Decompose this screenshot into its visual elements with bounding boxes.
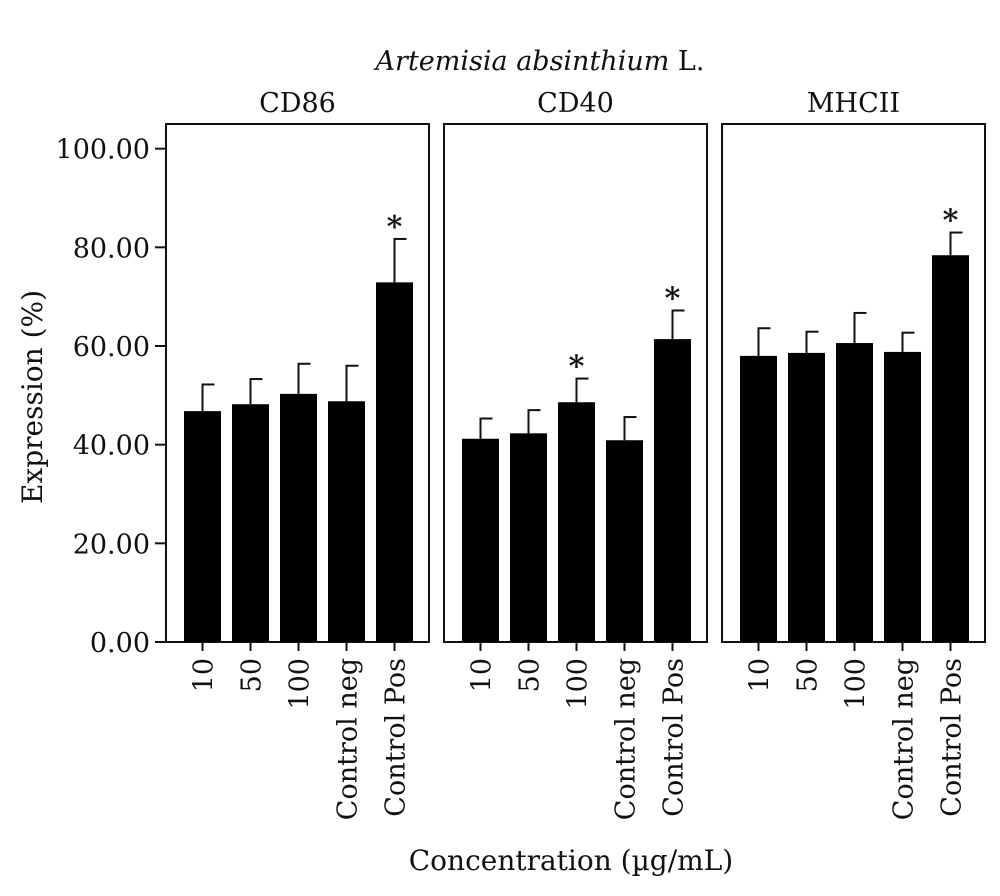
bar (376, 282, 413, 642)
bar (740, 355, 777, 642)
significance-marker: * (387, 210, 403, 245)
bar (462, 438, 499, 642)
y-axis: 0.00 20.00 40.00 60.00 80.00 100.00 (56, 135, 166, 659)
y-tick-label: 40.00 (73, 431, 150, 462)
panel-cd40: CD40 10 50 * 100 Control neg * Control Pos (443, 88, 708, 820)
bar (932, 255, 969, 642)
panels: CD86 10 50 100 Control neg * Control Pos CD40 10… (165, 88, 986, 820)
bar (184, 411, 221, 642)
x-tick-label: 100 (563, 658, 594, 710)
x-tick-label: 100 (285, 658, 316, 710)
x-tick-label: 100 (841, 658, 872, 710)
significance-marker: * (569, 350, 585, 385)
x-axis-label: Concentration (µg/mL) (409, 844, 733, 877)
significance-marker: * (943, 204, 959, 239)
y-tick-label: 60.00 (73, 332, 150, 363)
x-tick-label: Control neg (889, 658, 920, 820)
panel-title: MHCII (807, 88, 900, 119)
x-tick-label: 10 (745, 658, 776, 692)
panel-mhcii: MHCII 10 50 100 Control neg * Control Pos (721, 88, 986, 820)
x-tick-label: 50 (237, 658, 268, 692)
x-tick-label: 10 (189, 658, 220, 692)
x-tick-label: 10 (467, 658, 498, 692)
y-tick-label: 100.00 (56, 135, 150, 166)
x-tick-label: 50 (515, 658, 546, 692)
bar (328, 401, 365, 642)
bar (558, 402, 595, 642)
figure-title-italic: Artemisia absinthium (373, 46, 670, 77)
x-tick-label: Control Pos (381, 658, 412, 817)
panel-title: CD86 (259, 88, 336, 119)
bar (606, 440, 643, 642)
figure-title: Artemisia absinthium L. (373, 46, 705, 77)
y-tick-label: 0.00 (90, 628, 150, 659)
panel-cd86: CD86 10 50 100 Control neg * Control Pos (165, 88, 430, 820)
y-tick-label: 80.00 (73, 233, 150, 264)
x-tick-label: 50 (793, 658, 824, 692)
bar (836, 343, 873, 642)
bar (280, 393, 317, 642)
x-tick-label: Control neg (611, 658, 642, 820)
x-tick-label: Control Pos (659, 658, 690, 817)
figure-title-suffix: L. (669, 46, 704, 77)
x-tick-label: Control Pos (937, 658, 968, 817)
bar (232, 404, 269, 642)
x-tick-label: Control neg (333, 658, 364, 820)
panel-title: CD40 (537, 88, 614, 119)
bar (654, 339, 691, 642)
bar (884, 351, 921, 642)
y-tick-label: 20.00 (73, 529, 150, 560)
significance-marker: * (665, 281, 681, 316)
bar (510, 433, 547, 642)
bar (788, 352, 825, 642)
y-axis-label: Expression (%) (16, 290, 49, 504)
